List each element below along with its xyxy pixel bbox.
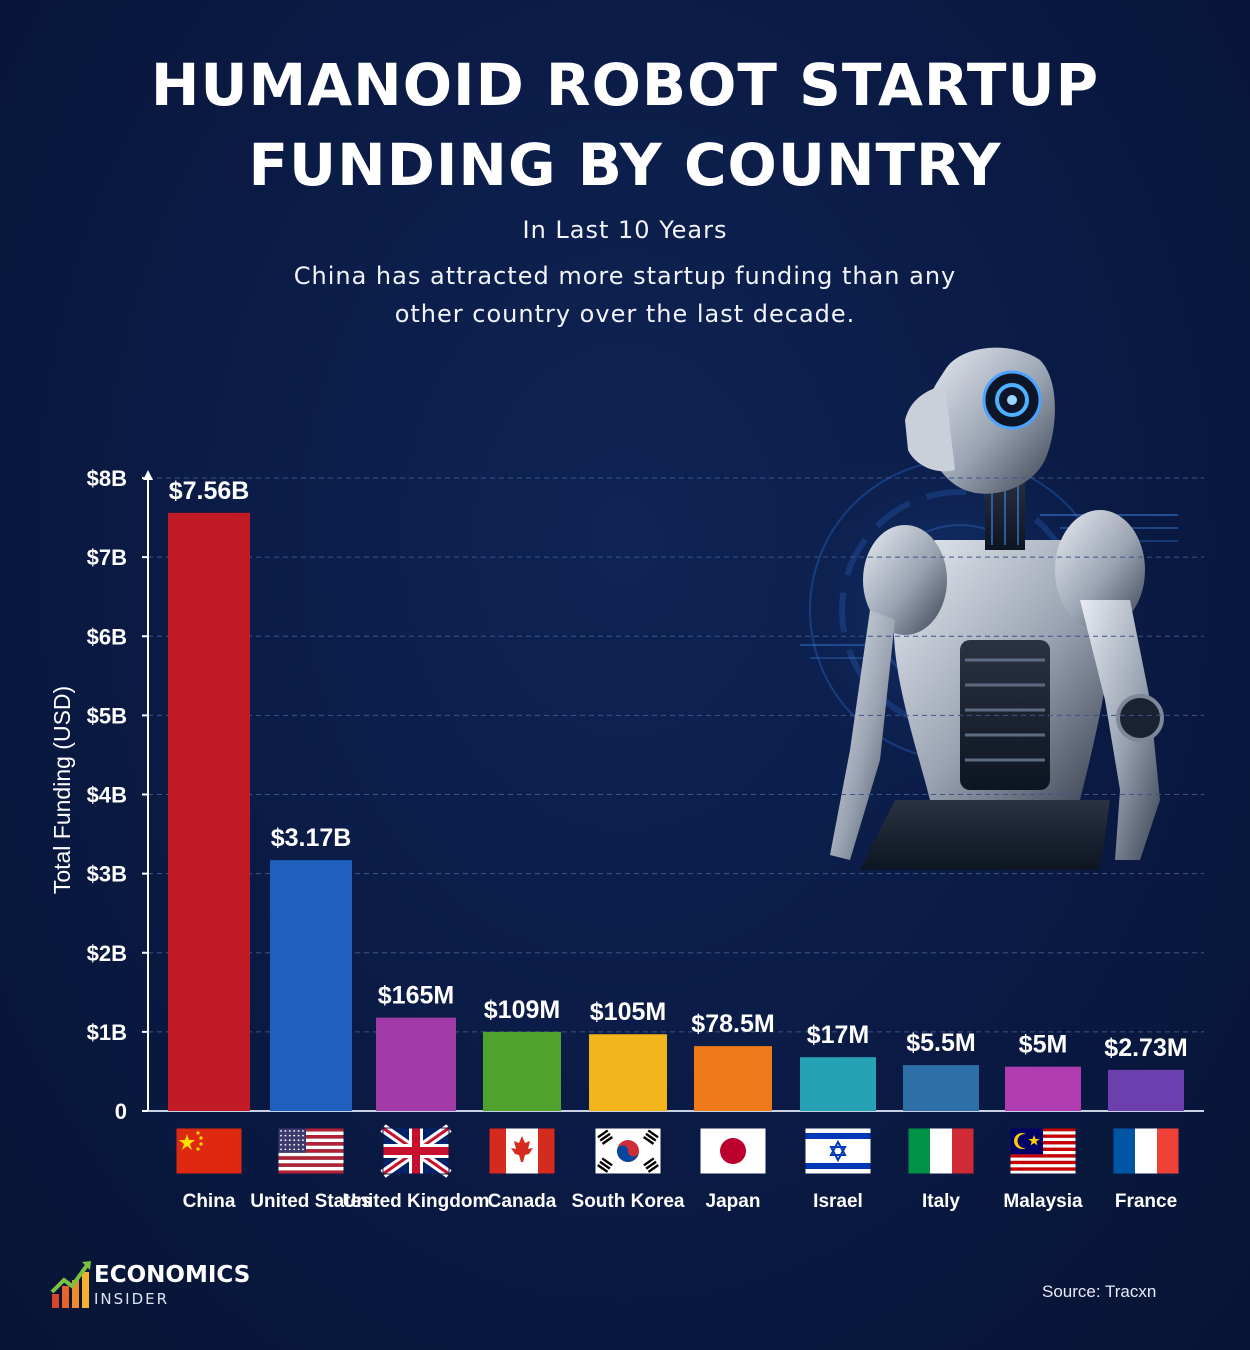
bar-south-korea bbox=[589, 1034, 667, 1111]
robot-illustration bbox=[760, 347, 1178, 870]
economics-insider-logo: ECONOMICS INSIDER bbox=[50, 1258, 310, 1318]
y-tick-label: $2B bbox=[87, 941, 127, 966]
x-tick-label: Israel bbox=[813, 1191, 863, 1212]
bar-value-label: $5.5M bbox=[906, 1029, 975, 1057]
y-tick-label: $5B bbox=[87, 703, 127, 728]
x-tick-label: Italy bbox=[922, 1191, 960, 1212]
bar-value-label: $165M bbox=[378, 982, 454, 1010]
x-tick-label: United Kingdom bbox=[343, 1191, 490, 1212]
x-tick-label: Malaysia bbox=[1003, 1191, 1083, 1212]
france-flag-icon bbox=[1112, 1127, 1180, 1175]
y-tick-label: $4B bbox=[87, 783, 127, 808]
country-flags bbox=[175, 1124, 1180, 1178]
chart-description-line1: China has attracted more startup funding… bbox=[293, 262, 957, 290]
italy-flag-icon bbox=[907, 1127, 975, 1175]
chart-subtitle: In Last 10 Years bbox=[522, 216, 728, 244]
bar-israel bbox=[800, 1057, 876, 1111]
bar-malaysia bbox=[1005, 1066, 1081, 1111]
x-tick-label: France bbox=[1115, 1191, 1177, 1212]
y-tick-label: $3B bbox=[87, 862, 127, 887]
x-tick-label: Japan bbox=[706, 1191, 761, 1212]
y-tick-label: $6B bbox=[87, 624, 127, 649]
x-tick-label: South Korea bbox=[572, 1191, 685, 1212]
japan-flag-icon bbox=[699, 1127, 767, 1175]
canada-flag-icon bbox=[488, 1127, 556, 1175]
logo-text-insider: INSIDER bbox=[94, 1290, 170, 1308]
logo-text-economics: ECONOMICS bbox=[94, 1262, 251, 1288]
bar-japan bbox=[694, 1046, 772, 1111]
bar-value-label: $5M bbox=[1019, 1031, 1068, 1059]
uk-flag-icon bbox=[380, 1124, 452, 1178]
chart-title-line2: FUNDING BY COUNTRY bbox=[248, 131, 1002, 199]
bar-value-label: $2.73M bbox=[1104, 1034, 1187, 1062]
chart-bars: $7.56B China $3.17B United States $165M Unite… bbox=[168, 477, 1188, 1212]
y-axis-label: Total Funding (USD) bbox=[49, 686, 75, 894]
x-tick-label: United States bbox=[250, 1191, 371, 1212]
bar-value-label: $109M bbox=[484, 996, 560, 1024]
bar-chart: 0 $1B $2B $3B $4B $5B $6B $7B $8B Total Funding … bbox=[49, 347, 1204, 1212]
bar-china bbox=[168, 512, 250, 1111]
bar-italy bbox=[903, 1065, 979, 1111]
y-tick-label: 0 bbox=[115, 1099, 127, 1124]
bar-united-kingdom bbox=[376, 1017, 456, 1111]
y-tick-label: $8B bbox=[87, 466, 127, 491]
y-tick-label: $7B bbox=[87, 545, 127, 570]
israel-flag-icon bbox=[804, 1127, 872, 1175]
bar-value-label: $78.5M bbox=[691, 1010, 774, 1038]
malaysia-flag-icon bbox=[1009, 1127, 1077, 1175]
y-axis-arrow bbox=[143, 470, 153, 480]
x-tick-label: China bbox=[183, 1191, 236, 1212]
bar-value-label: $17M bbox=[807, 1021, 870, 1049]
bar-value-label: $3.17B bbox=[271, 824, 352, 852]
chart-description-line2: other country over the last decade. bbox=[394, 300, 856, 328]
x-tick-label: Canada bbox=[488, 1191, 557, 1212]
source-note: Source: Tracxn bbox=[1042, 1282, 1157, 1301]
y-tick-label: $1B bbox=[87, 1020, 127, 1045]
y-axis-ticks: 0 $1B $2B $3B $4B $5B $6B $7B $8B bbox=[87, 466, 148, 1124]
china-flag-icon bbox=[175, 1127, 243, 1175]
usa-flag-icon bbox=[277, 1127, 345, 1175]
logo-bars-icon bbox=[50, 1261, 91, 1308]
bar-value-label: $105M bbox=[590, 998, 666, 1026]
bar-value-label: $7.56B bbox=[169, 477, 250, 505]
bar-france bbox=[1108, 1069, 1184, 1111]
chart-title-line1: HUMANOID ROBOT STARTUP bbox=[150, 51, 1100, 119]
south-korea-flag-icon bbox=[594, 1127, 662, 1175]
bar-united-states bbox=[270, 860, 352, 1111]
bar-canada bbox=[483, 1031, 561, 1111]
